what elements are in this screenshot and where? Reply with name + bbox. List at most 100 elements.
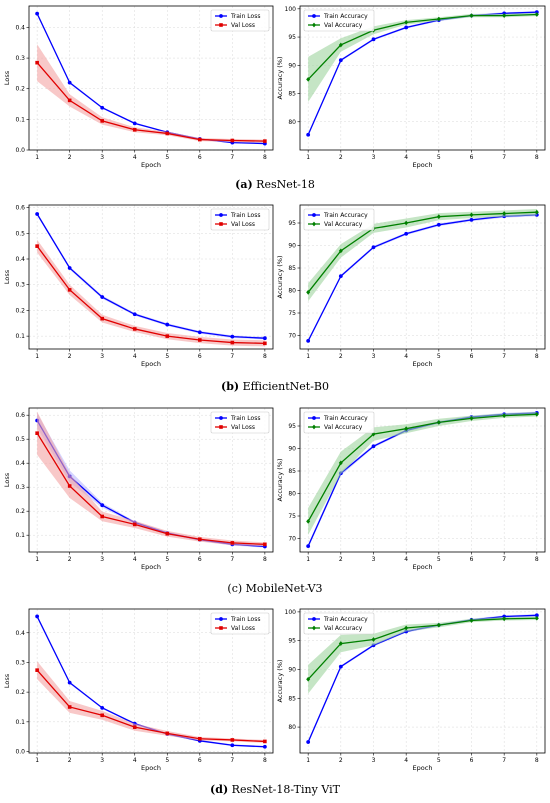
x-tick-label: 3 [100,757,104,764]
x-axis-label: Epoch [141,161,161,169]
caption-letter: (a) [235,178,253,191]
x-axis-label: Epoch [413,563,433,571]
data-point [534,411,539,417]
y-tick-label: 100 [285,609,297,616]
data-point [502,616,507,622]
y-tick-label: 0.2 [15,86,25,93]
data-point [132,127,137,132]
x-tick-label: 3 [372,154,376,161]
data-point [100,105,105,110]
series-line [307,11,537,136]
data-point [338,248,343,254]
y-axis-label: Loss [3,472,11,487]
data-point [165,322,170,327]
data-point [404,19,409,25]
x-tick-label: 7 [502,757,506,764]
confidence-band [308,616,537,694]
x-tick-label: 7 [502,353,506,360]
x-tick-label: 6 [198,154,202,161]
caption-letter: (d) [210,783,229,796]
data-point [35,614,40,619]
legend-marker [312,625,316,631]
legend-marker [219,617,223,621]
data-point [263,542,267,547]
x-tick-label: 7 [502,154,506,161]
axes-frame [28,204,274,350]
legend-box [303,612,375,635]
confidence-band [37,212,265,340]
data-point [165,531,170,536]
data-point [262,744,267,749]
y-tick-label: 70 [288,333,296,340]
x-tick-label: 1 [35,353,39,360]
data-point [100,503,105,508]
y-tick-label: 0.3 [15,55,25,62]
x-tick-label: 5 [437,353,441,360]
data-point [502,211,507,216]
data-point [198,736,202,741]
x-tick-label: 5 [165,757,169,764]
x-tick-label: 5 [165,154,169,161]
y-tick-label: 90 [288,666,296,673]
data-point [263,341,267,346]
data-point [436,16,441,22]
data-point [67,680,72,685]
y-tick-label: 75 [288,513,296,520]
data-point [230,743,235,748]
x-tick-label: 4 [133,556,137,563]
y-tick-label: 80 [288,288,296,295]
series-line [307,211,537,293]
data-point [306,519,311,524]
legend-label: Val Accuracy [324,22,363,29]
data-point [35,60,39,65]
x-tick-label: 2 [339,556,343,563]
data-point [469,217,474,222]
x-tick-label: 8 [263,353,267,360]
data-point [35,11,40,16]
caption-letter: (b) [220,380,240,393]
legend-box [210,411,270,434]
data-point [404,231,409,236]
data-point [338,42,343,48]
data-point [436,214,441,220]
x-tick-label: 5 [437,556,441,563]
legend-label: Val Accuracy [324,424,363,431]
y-tick-label: 90 [288,62,296,69]
y-tick-label: 85 [288,695,296,702]
x-axis-label: Epoch [413,360,433,368]
data-point [306,339,311,343]
y-tick-label: 0.1 [15,333,25,340]
x-tick-label: 7 [502,556,506,563]
y-tick-label: 95 [288,220,296,227]
data-point [469,618,474,623]
data-point [338,58,343,63]
series-line [36,616,265,748]
data-point [67,484,72,488]
data-point [404,220,409,226]
y-tick-label: 80 [288,119,296,126]
data-point [262,336,267,341]
series-line [307,13,537,80]
data-point [534,209,539,215]
x-tick-label: 1 [306,154,310,161]
y-tick-label: 0.5 [15,436,25,443]
axes-frame [28,5,274,151]
x-tick-label: 1 [306,757,310,764]
x-tick-label: 5 [437,154,441,161]
y-tick-label: 0.6 [15,412,25,419]
y-tick-label: 0.1 [15,116,25,123]
x-tick-label: 2 [68,154,72,161]
legend-box [303,208,375,231]
x-tick-label: 6 [198,353,202,360]
data-point [338,664,343,669]
data-point [230,334,235,339]
data-point [436,420,441,425]
confidence-band [37,44,265,143]
x-tick-label: 2 [68,353,72,360]
y-tick-label: 85 [288,468,296,475]
data-point [338,460,343,466]
data-point [404,426,409,432]
legend-label: Train Accuracy [323,13,368,20]
y-tick-label: 70 [288,536,296,543]
